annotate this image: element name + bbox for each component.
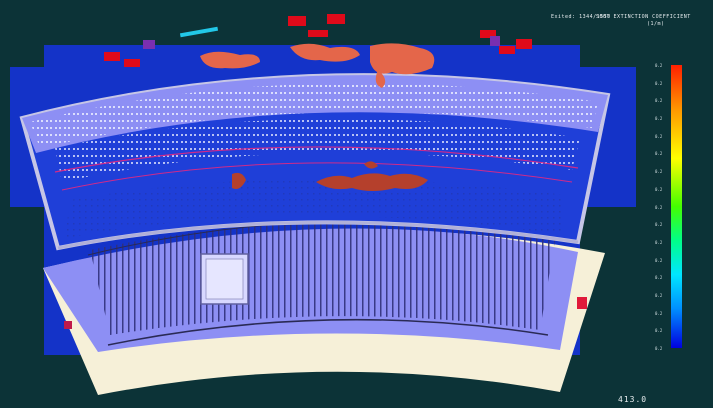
- colorbar-tick-label: 0.2: [655, 80, 663, 86]
- colorbar-tick-label: 0.2: [655, 169, 663, 175]
- soot-pool-upper-floor: [232, 161, 428, 191]
- cyan-marker: [179, 26, 219, 38]
- colorbar-tick-label: 0.2: [655, 292, 663, 298]
- colorbar-title: SOOT EXTINCTION COEFFICIENT: [596, 14, 691, 20]
- colorbar-tick-label: 0.2: [655, 151, 663, 157]
- simulation-time: 413.0: [618, 395, 648, 404]
- evacuation-counter: Exited: 1344/1550: [551, 14, 611, 20]
- upper-seating-pattern: [30, 83, 598, 148]
- colorbar-tick-label: 0.2: [655, 310, 663, 316]
- fire-source-markers: [64, 14, 587, 329]
- colorbar-tick-label: 0.2: [655, 239, 663, 245]
- colorbar-tick-label: 0.2: [655, 222, 663, 228]
- colorbar-tick-label: 0.2: [655, 116, 663, 122]
- colorbar-tick-label: 0.2: [655, 257, 663, 263]
- soot-plume-upper: [200, 43, 435, 88]
- lower-floor-racks: [90, 222, 555, 335]
- upper-seat-rows: [55, 118, 580, 182]
- equipment-box-inner: [205, 258, 244, 300]
- colorbar-tick-label: 0.2: [655, 98, 663, 104]
- colorbar-tick-label: 0.2: [655, 328, 663, 334]
- upper-inner-edge: [57, 220, 579, 250]
- colorbar-legend: [671, 65, 682, 348]
- upper-red-line-2: [61, 162, 573, 191]
- upper-red-line: [54, 146, 579, 173]
- upper-blue-dots: [65, 178, 565, 238]
- colorbar-tick-label: 0.2: [655, 204, 663, 210]
- colorbar-tick-label: 0.2: [655, 275, 663, 281]
- colorbar-tick-label: 0.2: [655, 346, 663, 351]
- colorbar-tick-label: 0.2: [655, 63, 663, 68]
- colorbar-tick-label: 0.2: [655, 186, 663, 192]
- colorbar-tick-label: 0.2: [655, 133, 663, 139]
- lower-floor-border: [107, 318, 549, 346]
- colorbar-unit: (1/m): [647, 21, 665, 27]
